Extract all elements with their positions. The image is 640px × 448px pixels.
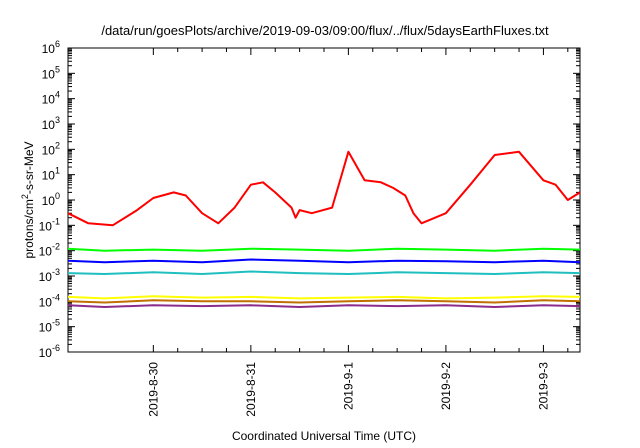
x-tick-label: 2019-8-31 bbox=[244, 362, 258, 417]
y-tick-label: 106 bbox=[42, 39, 60, 56]
series-line-2 bbox=[68, 247, 580, 252]
series-line-6 bbox=[68, 299, 580, 304]
y-tick-label: 102 bbox=[42, 140, 60, 157]
y-tick-label: 104 bbox=[42, 90, 60, 107]
y-tick-label: 101 bbox=[42, 166, 60, 183]
series-line-3 bbox=[68, 258, 580, 264]
series-line-5 bbox=[68, 295, 580, 300]
y-tick-label: 10-3 bbox=[39, 267, 60, 284]
x-axis: 2019-8-30 2019-8-31 2019-9-1 2019-9-2 2019-9… bbox=[146, 48, 569, 417]
y-tick-label: 10-4 bbox=[39, 292, 60, 309]
x-tick-label: 2019-9-3 bbox=[536, 362, 550, 410]
chart-title: /data/run/goesPlots/archive/2019-09-03/0… bbox=[101, 23, 549, 38]
x-tick-label: 2019-9-2 bbox=[439, 362, 453, 410]
x-tick-label: 2019-9-1 bbox=[341, 362, 355, 410]
series-line-7 bbox=[68, 304, 580, 308]
y-tick-label: 10-1 bbox=[39, 216, 60, 233]
y-tick-label: 100 bbox=[42, 191, 60, 208]
y-axis-label: protons/cm2-s-sr-MeV bbox=[20, 141, 36, 258]
x-axis-label: Coordinated Universal Time (UTC) bbox=[232, 429, 416, 443]
series-line-1 bbox=[68, 150, 580, 227]
series-layer bbox=[68, 150, 580, 308]
y-tick-label: 103 bbox=[42, 115, 60, 132]
series-line-4 bbox=[68, 270, 580, 275]
y-tick-label: 105 bbox=[42, 64, 60, 81]
y-tick-label: 10-6 bbox=[39, 343, 60, 360]
y-tick-label: 10-5 bbox=[39, 318, 60, 335]
y-tick-label: 10-2 bbox=[39, 242, 60, 259]
x-tick-label: 2019-8-30 bbox=[146, 362, 160, 417]
y-axis: 10-6 10-5 10-4 10-3 10-2 10-1 100 101 102 103 104 1… bbox=[39, 39, 580, 360]
